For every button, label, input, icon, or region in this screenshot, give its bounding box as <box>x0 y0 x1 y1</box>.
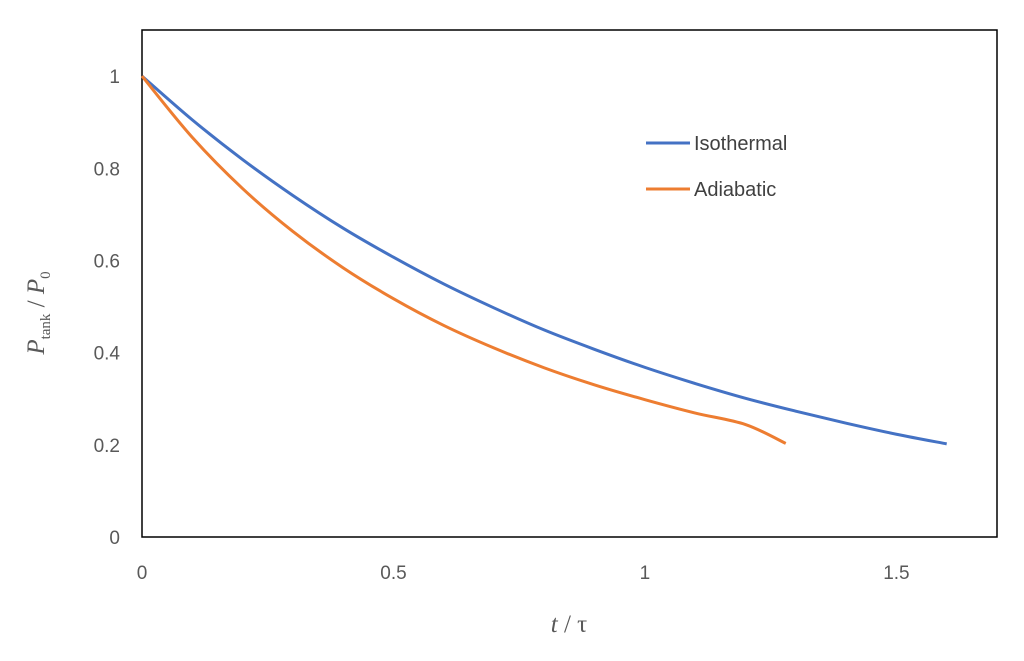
y-axis-title-sub: tank <box>38 313 54 339</box>
y-axis-title-p: P <box>23 339 50 355</box>
y-tick-label: 0.2 <box>94 436 120 457</box>
y-tick-label: 0.8 <box>94 159 120 180</box>
legend-label-adiabatic: Adiabatic <box>694 179 776 201</box>
x-axis-title: t / τ <box>551 611 587 638</box>
x-axis-title-sep: / <box>558 611 577 638</box>
x-axis-title-var: t <box>551 611 559 638</box>
plot-area <box>141 29 998 538</box>
x-tick-label: 0.5 <box>380 563 406 584</box>
y-axis-title-sep: / <box>23 294 50 313</box>
x-tick-label: 1.5 <box>883 563 909 584</box>
series-line-adiabatic <box>140 75 787 445</box>
x-tick-label: 1 <box>640 563 651 584</box>
y-tick-label: 0.6 <box>94 251 120 272</box>
y-tick-label: 0 <box>109 528 120 549</box>
x-tick-label: 0 <box>137 563 148 584</box>
y-tick-label: 1 <box>109 67 120 88</box>
y-axis-title-p0: P <box>23 279 50 295</box>
x-tick-labels: 0 0.5 1 1.5 <box>137 563 910 584</box>
y-axis-title: Ptank / P0 <box>23 271 54 355</box>
legend: Isothermal Adiabatic <box>646 133 787 201</box>
y-axis-title-sub2: 0 <box>38 271 54 279</box>
y-tick-label: 0.4 <box>94 344 121 365</box>
legend-label-isothermal: Isothermal <box>694 133 787 155</box>
series-line-isothermal <box>141 74 947 446</box>
y-tick-labels: 0 0.2 0.4 0.6 0.8 1 <box>94 67 121 549</box>
series-lines <box>140 74 947 446</box>
x-axis-title-tau: τ <box>577 611 587 638</box>
